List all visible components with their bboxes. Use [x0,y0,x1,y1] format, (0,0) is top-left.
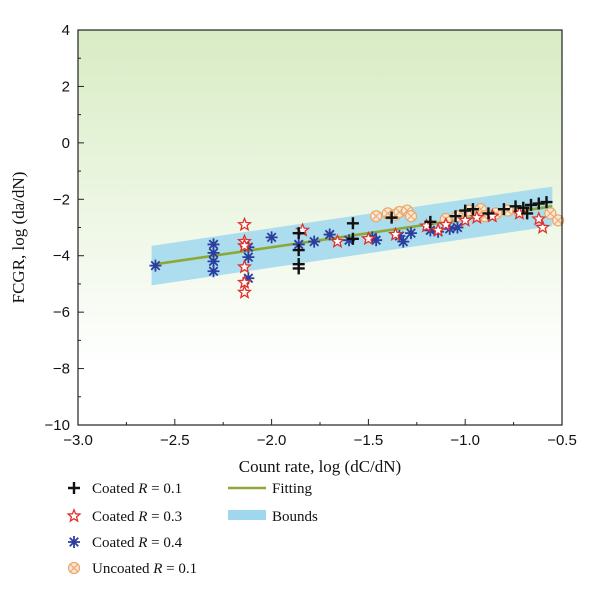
data-point-asterisk [343,234,356,247]
data-point-plus [449,210,462,223]
legend-label: Coated R = 0.4 [92,535,183,551]
data-point-plus [292,244,305,257]
x-tick-label: −0.5 [547,432,577,449]
data-point-circle-x [67,561,81,575]
y-tick-label: 0 [62,135,70,152]
data-point-star [66,508,82,523]
data-point-plus [424,215,437,228]
data-point-plus [292,227,305,240]
data-point-asterisk [68,536,80,548]
data-point-plus [497,203,510,216]
data-point-circle-x [552,214,565,227]
legend-label: Coated R = 0.3 [92,509,182,525]
y-tick-label: −8 [53,361,70,378]
data-point-plus [540,196,553,209]
data-points-layer [149,196,565,299]
y-tick-label: −4 [53,248,70,265]
data-point-circle-x [370,210,383,223]
data-point-plus [292,262,305,275]
data-point-circle-x [404,210,418,223]
legend-bounds-swatch [228,510,266,520]
data-point-plus [346,232,359,245]
y-tick-label: 4 [62,22,70,39]
data-point-asterisk [207,246,220,259]
data-point-star [236,216,253,232]
data-point-plus [459,204,472,217]
data-point-plus [509,200,522,213]
legend-label: Uncoated R = 0.1 [92,561,197,577]
legend: Coated R = 0.1 Coated R = 0.3 Coated R = 0… [66,481,318,577]
data-point-star [387,226,404,242]
axis-ticks [77,29,563,426]
data-point-plus [482,207,495,220]
data-point-circle-x [544,207,557,220]
y-tick-label: −2 [53,191,70,208]
data-point-asterisk [242,251,255,264]
data-point-asterisk [397,235,410,248]
x-tick-label: −1.5 [354,432,384,449]
x-tick-label: −1.0 [450,432,480,449]
data-point-plus [525,198,538,211]
y-tick-label: 2 [62,78,70,95]
data-point-star [236,259,253,274]
data-point-asterisk [404,227,417,240]
data-point-star [531,211,547,226]
data-point-star [457,212,473,227]
data-point-asterisk [393,229,406,242]
data-point-plus [385,211,398,224]
y-tick-label: −10 [45,417,70,434]
data-point-asterisk [207,255,220,268]
data-point-star [535,219,551,234]
x-tick-label: −2.0 [257,432,287,449]
data-point-star [329,233,346,249]
x-tick-label: −3.0 [63,432,93,449]
data-point-asterisk [370,234,383,247]
x-axis-title: Count rate, log (dC/dN) [239,457,401,476]
data-point-star [360,230,376,246]
legend-fitting-label: Fitting [272,481,313,497]
data-point-asterisk [265,231,278,244]
data-point-asterisk [149,259,162,272]
data-point-plus [466,203,479,216]
data-point-plus [346,217,359,230]
data-point-plus [532,197,545,210]
data-point-asterisk [451,221,464,234]
legend-bounds-label: Bounds [272,509,318,525]
data-point-asterisk [207,265,220,278]
tick-labels: −3.0 −2.5 −2.0 −1.5 −1.0 −0.5 4 2 0 −2 −4 −6 −8 −10 [45,22,577,449]
data-point-asterisk [207,238,220,251]
data-point-star [236,237,253,253]
y-axis-title: FCGR, log (da/dN) [9,172,28,304]
data-point-star [438,216,454,232]
data-point-asterisk [323,228,336,241]
data-point-asterisk [308,235,321,248]
y-tick-label: −6 [53,304,70,321]
data-point-asterisk [242,272,255,285]
data-point-star [469,209,485,225]
data-point-plus [521,207,534,220]
data-point-plus [68,482,80,494]
data-point-star [236,284,253,299]
x-tick-label: −2.5 [160,432,190,449]
legend-label: Coated R = 0.1 [92,481,182,497]
